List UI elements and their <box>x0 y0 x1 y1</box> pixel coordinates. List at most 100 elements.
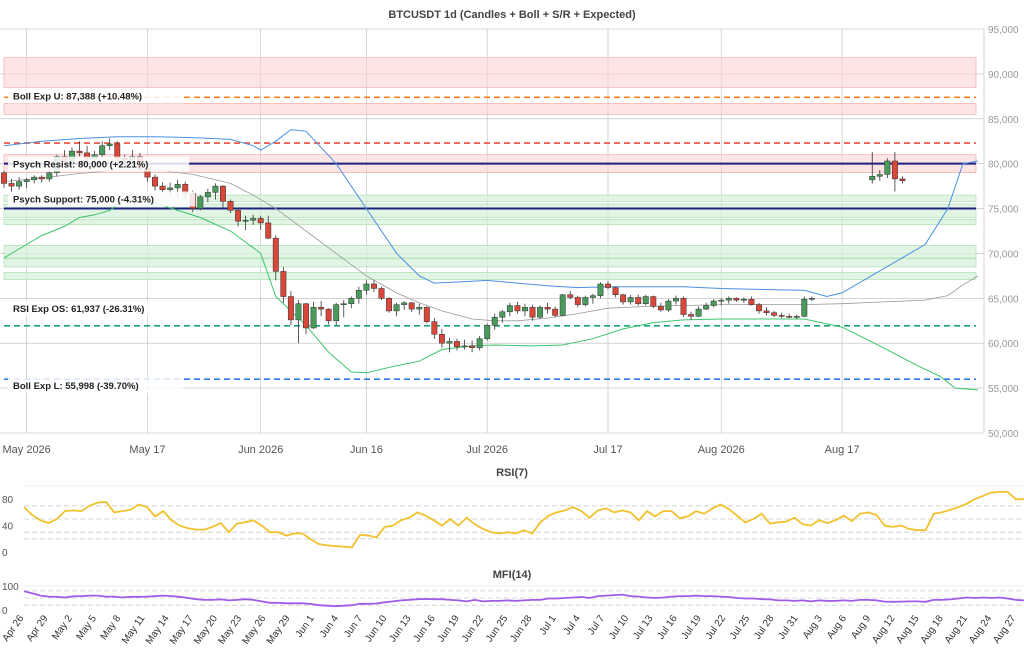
candle-up <box>665 300 672 311</box>
candle-up <box>884 160 891 175</box>
level-label: Psych Resist: 80,000 (+2.21%) <box>13 160 148 171</box>
level-label: RSI Exp OS: 61,937 (-26.31%) <box>13 304 144 315</box>
candle-down <box>303 303 309 329</box>
x-tick-label: Jun 16 <box>350 444 383 456</box>
candle-up <box>99 145 106 155</box>
date-tick-label: May 14 <box>144 613 172 647</box>
candle-down <box>152 176 158 187</box>
panel-title: MFI(14) <box>493 569 532 581</box>
candle-down <box>635 297 642 304</box>
candle-down <box>159 185 166 190</box>
candle-up <box>642 296 649 304</box>
candle-up <box>363 283 370 291</box>
x-tick-label: Aug 17 <box>825 444 860 456</box>
candle-up <box>597 283 604 296</box>
candle-down <box>786 316 793 318</box>
x-tick-label: Jul 17 <box>593 444 622 456</box>
candle-down <box>408 302 415 310</box>
date-tick-label: Jul 7 <box>586 613 607 637</box>
date-tick-label: Aug 9 <box>849 613 873 641</box>
date-tick-label: Aug 12 <box>870 613 897 646</box>
level-label: Boll Exp L: 55,998 (-39.70%) <box>13 381 139 392</box>
date-tick-label: May 5 <box>74 613 99 642</box>
level-label-bg <box>8 191 195 207</box>
candle-up <box>197 196 204 209</box>
date-tick-label: Apr 26 <box>1 613 27 644</box>
level-label: Boll Exp U: 87,388 (+10.48%) <box>13 91 142 102</box>
date-tick-label: Jun 16 <box>412 613 438 644</box>
date-tick-label: May 29 <box>265 613 293 647</box>
level-label: Psych Support: 75,000 (-4.31%) <box>13 195 154 206</box>
price-panel: BTCUSDT 1d (Candles + Boll + S/R + Expec… <box>0 9 1019 456</box>
candle-up <box>589 295 596 298</box>
candle-down <box>891 160 898 180</box>
candle-up <box>537 307 543 318</box>
mfi-panel: MFI(14) 0 100 <box>2 569 1024 617</box>
y-tick-label: 70,000 <box>988 249 1019 260</box>
date-tick-label: Jul 28 <box>752 613 777 642</box>
date-tick-label: Jun 1 <box>294 613 317 640</box>
candle-up <box>393 304 400 312</box>
chart-title: BTCUSDT 1d (Candles + Boll + S/R + Expec… <box>388 9 636 21</box>
candle-down <box>899 178 906 181</box>
x-tick-label: Jun 2026 <box>238 444 283 456</box>
candle-down <box>514 305 521 312</box>
candle-up <box>348 298 355 304</box>
candle-up <box>710 300 717 306</box>
candle-up <box>167 187 174 190</box>
y-tick-label: 85,000 <box>988 115 1019 126</box>
candle-up <box>46 172 53 180</box>
candle-up <box>106 143 113 146</box>
level-label-bg <box>8 378 184 394</box>
candle-down <box>114 143 121 159</box>
candle-up <box>333 304 340 322</box>
candle-down <box>227 201 234 211</box>
candle-up <box>506 305 513 313</box>
candle-up <box>446 341 453 344</box>
support-zone <box>3 203 977 218</box>
y-tick-label: 90,000 <box>988 70 1019 81</box>
candle-down <box>371 283 377 289</box>
candle-down <box>544 307 551 310</box>
candle-up <box>801 298 808 317</box>
candle-up <box>869 175 876 181</box>
candle-down <box>1 172 7 184</box>
y-tick-label: 50,000 <box>988 429 1019 440</box>
date-tick-label: Jul 16 <box>655 613 680 642</box>
x-tick-label: Jul 2026 <box>466 444 508 456</box>
x-tick-label: May 2026 <box>2 444 50 456</box>
candle-up <box>484 325 491 339</box>
date-tick-label: Jun 19 <box>436 613 462 644</box>
y-tick-label: 65,000 <box>988 294 1019 305</box>
candle-down <box>620 294 627 303</box>
level-label-bg <box>8 88 184 104</box>
candle-up <box>582 297 589 305</box>
candle-up <box>491 316 498 326</box>
candle-down <box>38 176 45 180</box>
candle-up <box>627 297 634 303</box>
date-tick-label: Jul 19 <box>680 613 705 642</box>
candle-down <box>778 315 785 317</box>
candle-up <box>250 218 257 221</box>
candle-up <box>740 298 747 301</box>
candle-up <box>310 307 317 329</box>
date-tick-label: Jun 28 <box>508 613 534 644</box>
date-tick-label: Jul 13 <box>631 613 656 642</box>
candle-down <box>733 298 740 301</box>
candle-up <box>476 338 483 348</box>
date-tick-label: Jun 25 <box>484 613 510 644</box>
resistance-zone <box>3 103 977 115</box>
candle-down <box>454 341 460 348</box>
date-tick-label: Jun 10 <box>363 613 389 644</box>
date-tick-label: May 2 <box>50 613 75 642</box>
candle-down <box>763 310 770 313</box>
date-tick-label: Jul 4 <box>562 613 583 637</box>
x-tick-label: Aug 2026 <box>698 444 745 456</box>
candle-up <box>522 307 528 312</box>
y-tick-label: 60,000 <box>988 339 1019 350</box>
rsi-panel: RSI(7) 0 40 80 <box>2 467 1024 559</box>
candle-up <box>673 298 679 302</box>
y-tick-label: 80 <box>2 495 14 506</box>
date-tick-label: Apr 29 <box>25 613 51 644</box>
